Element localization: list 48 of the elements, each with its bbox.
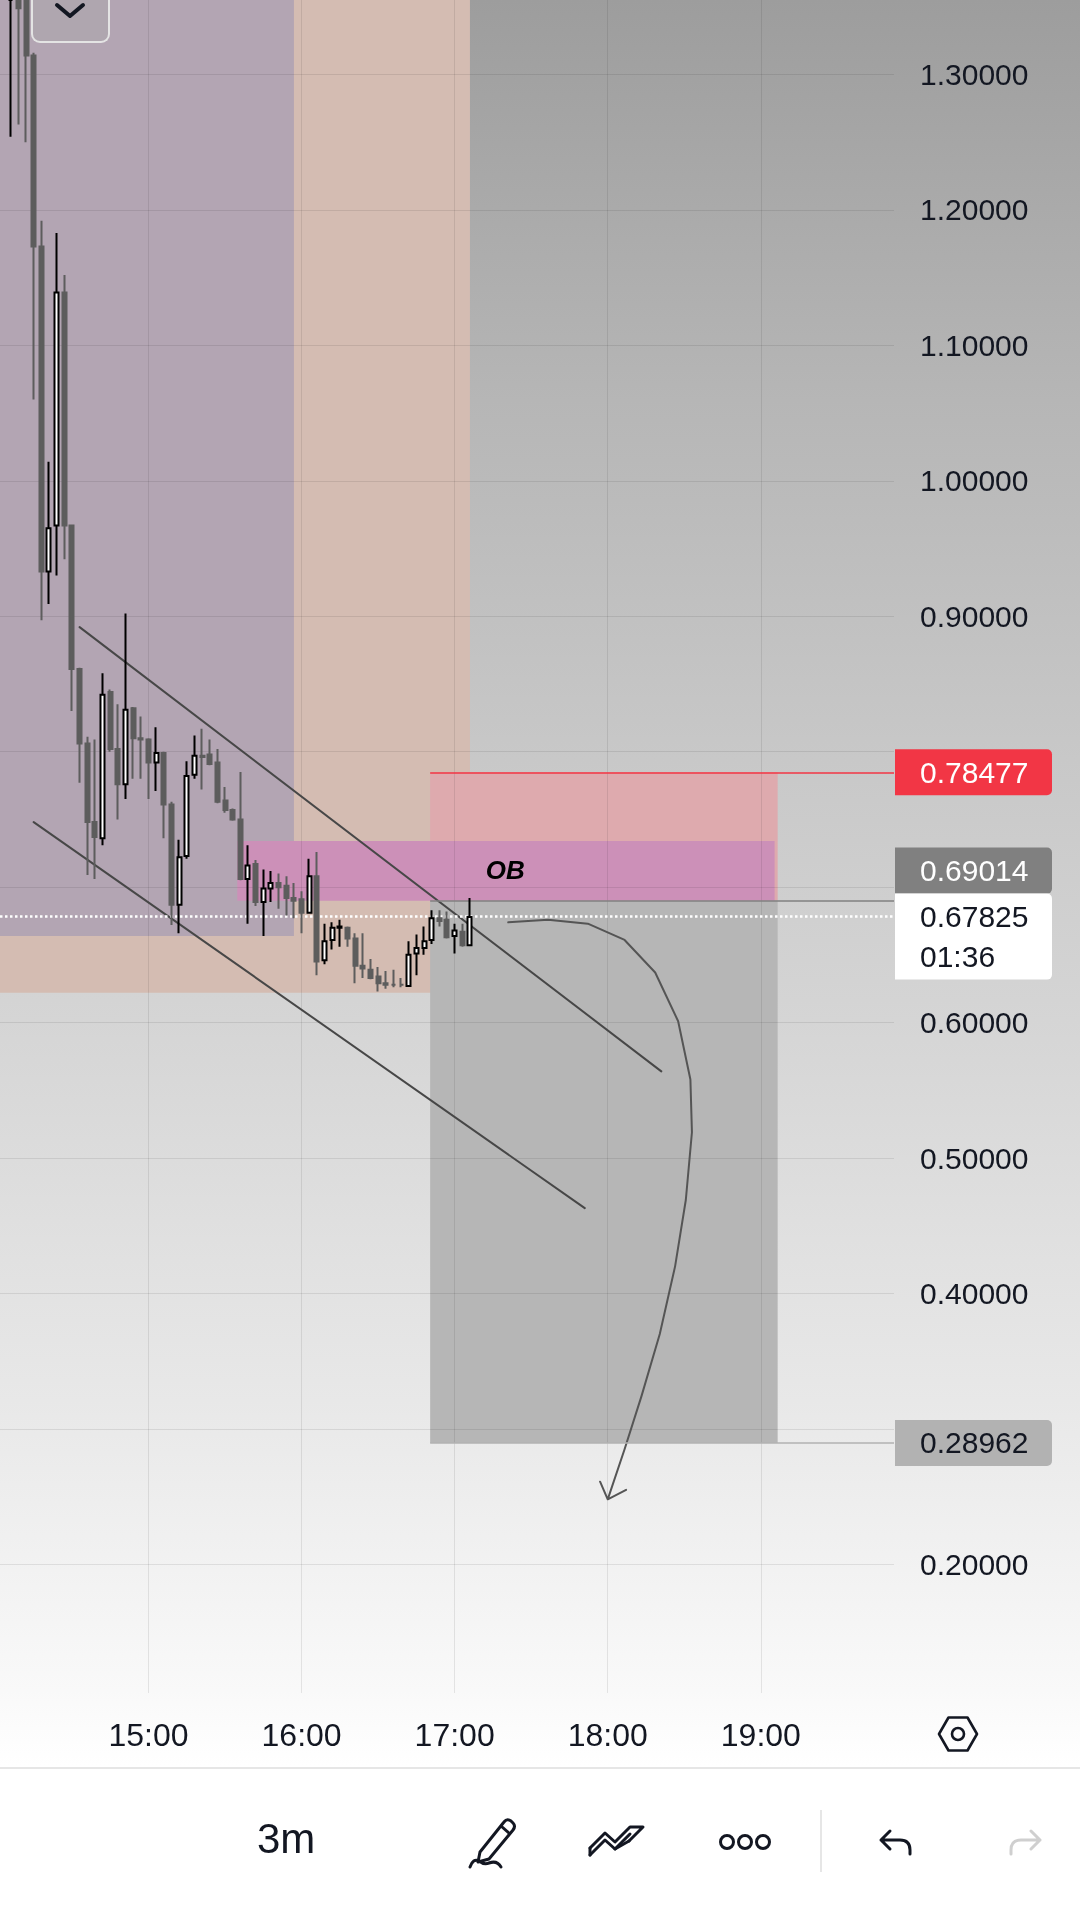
candlestick — [45, 460, 52, 606]
ref-line-label: 0.78477 — [920, 755, 1029, 789]
candlestick — [191, 734, 198, 780]
candlestick — [237, 771, 244, 882]
candlestick — [344, 925, 351, 948]
y-tick-label: 1.30000 — [920, 57, 1029, 91]
candlestick — [153, 726, 160, 792]
candlestick — [390, 968, 397, 989]
candlestick — [168, 800, 175, 927]
ref-line-label: 0.69014 — [920, 854, 1029, 888]
candlestick — [367, 957, 374, 981]
x-tick-label: 18:00 — [567, 1717, 648, 1753]
y-tick-label: 1.00000 — [920, 464, 1029, 498]
candlestick — [459, 922, 466, 948]
y-tick-label: 1.10000 — [920, 328, 1029, 362]
candlestick — [99, 672, 106, 847]
candlestick — [53, 231, 60, 577]
x-tick-label: 19:00 — [720, 1717, 801, 1753]
ref-line-label: 0.28962 — [920, 1426, 1029, 1460]
candlestick — [15, 0, 22, 126]
candlestick — [38, 219, 45, 622]
candlestick — [405, 940, 412, 987]
candlestick — [313, 850, 320, 977]
y-tick-label: 0.50000 — [920, 1141, 1029, 1175]
y-tick-label: 0.20000 — [920, 1547, 1029, 1581]
candlestick — [321, 922, 328, 966]
candlestick — [122, 612, 129, 801]
candlestick — [76, 666, 83, 784]
candlestick — [451, 922, 458, 955]
ref-line-label: 0.67825 01:36 — [920, 900, 1029, 974]
candlestick — [7, 0, 14, 138]
x-tick-label: 16:00 — [261, 1717, 342, 1753]
y-tick-label: 1.20000 — [920, 193, 1029, 227]
candlestick — [298, 890, 305, 935]
candlestick — [145, 737, 152, 801]
candlestick — [214, 747, 221, 805]
candlestick — [160, 750, 167, 840]
x-tick-label: 15:00 — [108, 1717, 189, 1753]
line-series — [507, 918, 693, 1501]
y-tick-label: 0.60000 — [920, 1006, 1029, 1040]
text: 3m — [257, 1815, 316, 1863]
annotation: OB — [485, 855, 525, 886]
x-tick-label: 17:00 — [414, 1717, 495, 1753]
candlestick — [252, 859, 259, 908]
y-tick-label: 0.90000 — [920, 599, 1029, 633]
candlestick — [275, 872, 282, 910]
candlestick — [413, 933, 420, 977]
y-tick-label: 0.40000 — [920, 1276, 1029, 1310]
